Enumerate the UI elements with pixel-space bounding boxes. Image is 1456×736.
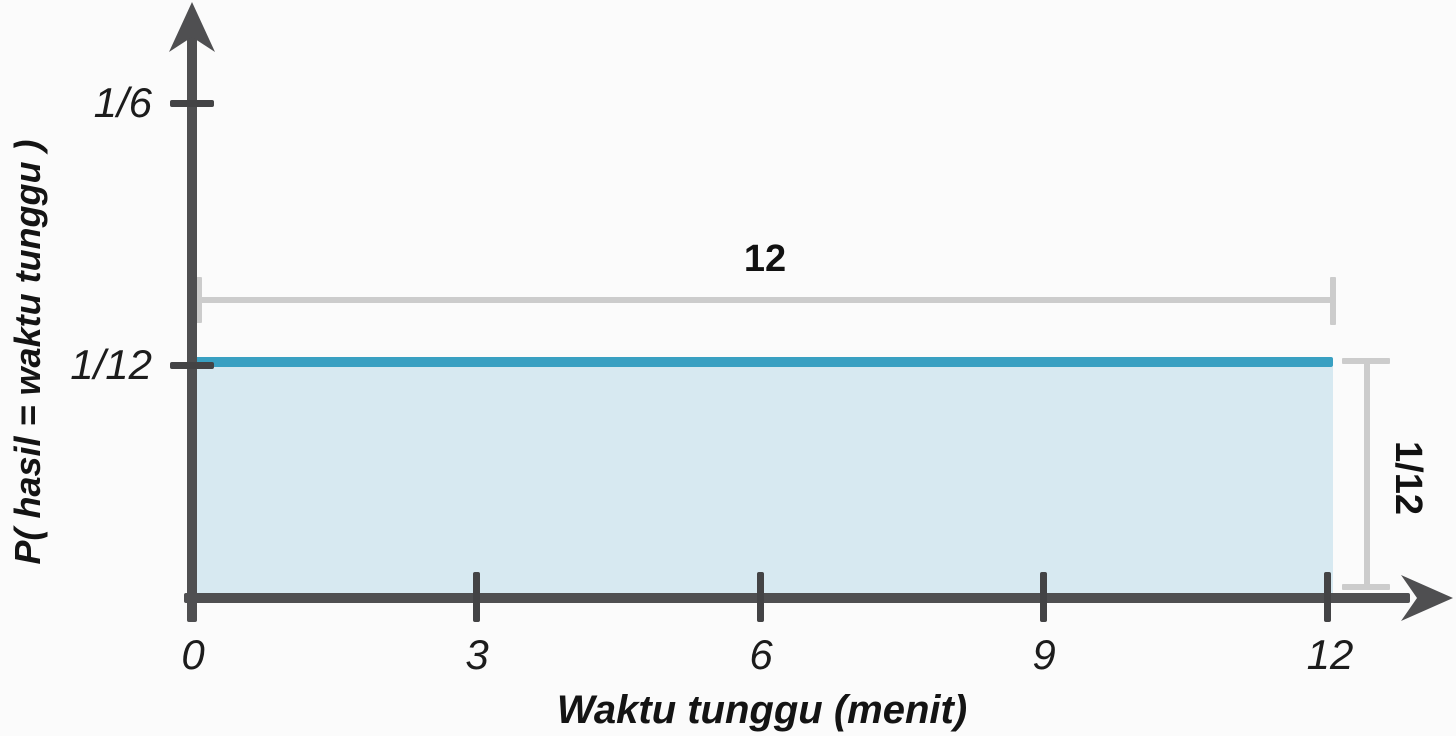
width-measure-left-cap <box>196 277 202 323</box>
y-tick-one-sixth <box>170 100 214 107</box>
y-tick-label-one-twelfth: 1/12 <box>70 341 152 388</box>
x-tick-9 <box>1040 572 1047 622</box>
x-tick-12 <box>1324 572 1331 622</box>
height-measure-bottom-cap <box>1342 584 1390 590</box>
y-axis-title: P( hasil = waktu tunggu ) <box>7 139 48 565</box>
x-tick-label-9: 9 <box>1032 631 1056 678</box>
density-curve-line <box>192 357 1333 367</box>
x-tick-label-6: 6 <box>749 631 773 678</box>
height-measure-line <box>1364 360 1370 588</box>
x-tick-label-3: 3 <box>465 631 489 678</box>
x-tick-label-0: 0 <box>181 631 205 678</box>
x-tick-6 <box>757 572 764 622</box>
x-axis <box>184 593 1410 603</box>
width-measure-right-cap <box>1330 277 1336 325</box>
width-measure-line <box>198 297 1332 303</box>
width-measure-label: 12 <box>743 238 787 280</box>
x-tick-3 <box>473 572 480 622</box>
density-fill-area <box>192 367 1333 598</box>
height-measure-top-cap <box>1342 358 1390 364</box>
y-axis-arrowhead-icon <box>169 2 215 52</box>
y-axis <box>187 20 197 622</box>
x-tick-label-12: 12 <box>1306 631 1354 678</box>
y-tick-label-one-sixth: 1/6 <box>93 79 152 126</box>
x-axis-title: Waktu tunggu (menit) <box>556 688 968 732</box>
x-axis-arrowhead-icon <box>1401 575 1453 621</box>
y-tick-one-twelfth <box>170 362 214 369</box>
height-measure-label: 1/12 <box>1387 441 1429 515</box>
